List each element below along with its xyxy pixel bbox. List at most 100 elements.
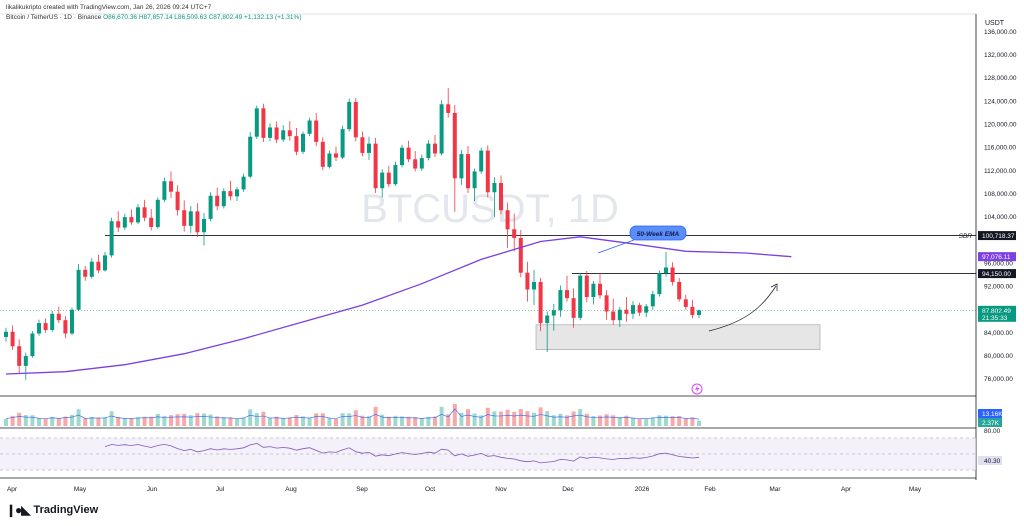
price-tag-text-4: 21:35:33 xyxy=(982,315,1008,322)
tradingview-logo[interactable]: ❙●◣ TradingView xyxy=(6,503,98,517)
volume-bar xyxy=(228,417,233,426)
volume-bar xyxy=(485,407,490,426)
rsi-line[interactable] xyxy=(104,442,700,464)
candle-body xyxy=(459,154,464,179)
price-tag-text-0: 100,718.37 xyxy=(982,233,1015,240)
volume-bar xyxy=(122,418,127,426)
time-label-5: Sep xyxy=(356,486,368,493)
candle-body xyxy=(419,158,424,169)
ema-callout-box[interactable] xyxy=(629,225,687,241)
candle-body xyxy=(644,306,649,313)
price-tick-12: 80,000.00 xyxy=(984,353,1013,360)
candle-body xyxy=(558,290,563,311)
volume-bar xyxy=(103,417,107,426)
volume-bar xyxy=(538,407,543,426)
candle-body xyxy=(400,147,404,166)
candle-body xyxy=(406,147,411,160)
volume-bar xyxy=(525,411,530,426)
credit-line: likalikukripto created with TradingView.… xyxy=(6,4,212,11)
candle-body xyxy=(175,191,180,211)
candle-body xyxy=(650,294,655,307)
volume-bar xyxy=(63,416,68,426)
candle-body xyxy=(479,150,484,172)
candle-body xyxy=(591,283,596,298)
volume-bar xyxy=(195,413,200,426)
candle-body xyxy=(96,261,101,271)
volume-bar xyxy=(307,417,312,426)
volume-bar xyxy=(235,418,239,426)
candle-body xyxy=(604,295,609,312)
projection-arrow[interactable] xyxy=(708,285,777,332)
price-tick-4: 120,000.00 xyxy=(984,121,1017,128)
price-tick-0: 136,000.00 xyxy=(984,29,1017,36)
candle-body xyxy=(268,127,272,138)
volume-bar xyxy=(512,411,517,426)
candles xyxy=(4,88,701,380)
price-tick-10: 92,000.00 xyxy=(984,284,1013,291)
candle-body xyxy=(697,310,701,315)
price-tick-6: 112,000.00 xyxy=(984,168,1016,175)
candle-body xyxy=(30,333,35,357)
volume-bar xyxy=(406,416,411,426)
volume-bar xyxy=(373,406,378,426)
candle-body xyxy=(367,143,371,153)
candle-body xyxy=(360,137,365,153)
candle-body xyxy=(334,153,338,158)
price-tag-3 xyxy=(978,305,1016,315)
volume-bar xyxy=(70,414,74,426)
candle-body xyxy=(386,172,391,185)
candle-body xyxy=(413,159,418,169)
volume-bar xyxy=(261,411,266,426)
candle-body xyxy=(50,313,55,331)
time-label-8: Dec xyxy=(562,486,574,493)
candle-body xyxy=(56,313,61,321)
volume-bar xyxy=(584,413,589,426)
price-tag-4 xyxy=(978,312,1016,322)
volume-bar xyxy=(241,417,246,426)
volume-bar xyxy=(347,413,352,426)
candle-body xyxy=(677,281,682,300)
ema-50w-line[interactable] xyxy=(5,236,792,375)
candle-body xyxy=(149,217,154,227)
volume-bar xyxy=(657,415,662,426)
volume-bar xyxy=(499,411,503,426)
time-label-4: Aug xyxy=(285,486,297,493)
volume-bar xyxy=(532,412,536,426)
volume-bar xyxy=(683,418,688,426)
candle-body xyxy=(307,120,312,134)
candle-body xyxy=(598,283,602,296)
price-axis-ticks: 136,000.00 132,000.00 128,000.00 124,000.00… xyxy=(984,29,1017,383)
time-label-2: Jun xyxy=(147,486,158,493)
ema-callout-label: 50-Week EMA xyxy=(637,231,680,238)
candle-body xyxy=(136,207,140,223)
volume-bar xyxy=(89,417,94,426)
demand-zone-box[interactable] xyxy=(535,324,821,350)
candle-body xyxy=(565,290,569,299)
volume-bar xyxy=(367,416,371,426)
price-tag-label-0: SBR xyxy=(959,233,973,240)
volume-bar xyxy=(142,416,147,426)
time-label-7: Nov xyxy=(495,486,507,493)
candle-body xyxy=(76,269,81,310)
candle-body xyxy=(492,183,497,193)
volume-bar xyxy=(551,415,556,426)
price-tick-3: 124,000.00 xyxy=(984,98,1017,105)
candle-body xyxy=(241,176,246,190)
time-label-6: Oct xyxy=(425,486,435,493)
candle-body xyxy=(228,191,233,197)
volume-bar xyxy=(598,415,602,426)
candle-body xyxy=(433,143,437,154)
price-tick-1: 132,000.00 xyxy=(984,52,1017,59)
volume-bar xyxy=(492,411,497,426)
volume-bar xyxy=(254,413,259,426)
candle-body xyxy=(466,154,470,189)
volume-bar xyxy=(426,417,431,426)
volume-bar xyxy=(248,409,253,426)
candle-body xyxy=(208,195,213,219)
price-tag-text-1: 97,076.11 xyxy=(982,254,1011,261)
volume-bar xyxy=(637,419,642,426)
volume-bar xyxy=(129,418,134,426)
volume-bar xyxy=(386,416,391,426)
candle-body xyxy=(10,331,15,347)
